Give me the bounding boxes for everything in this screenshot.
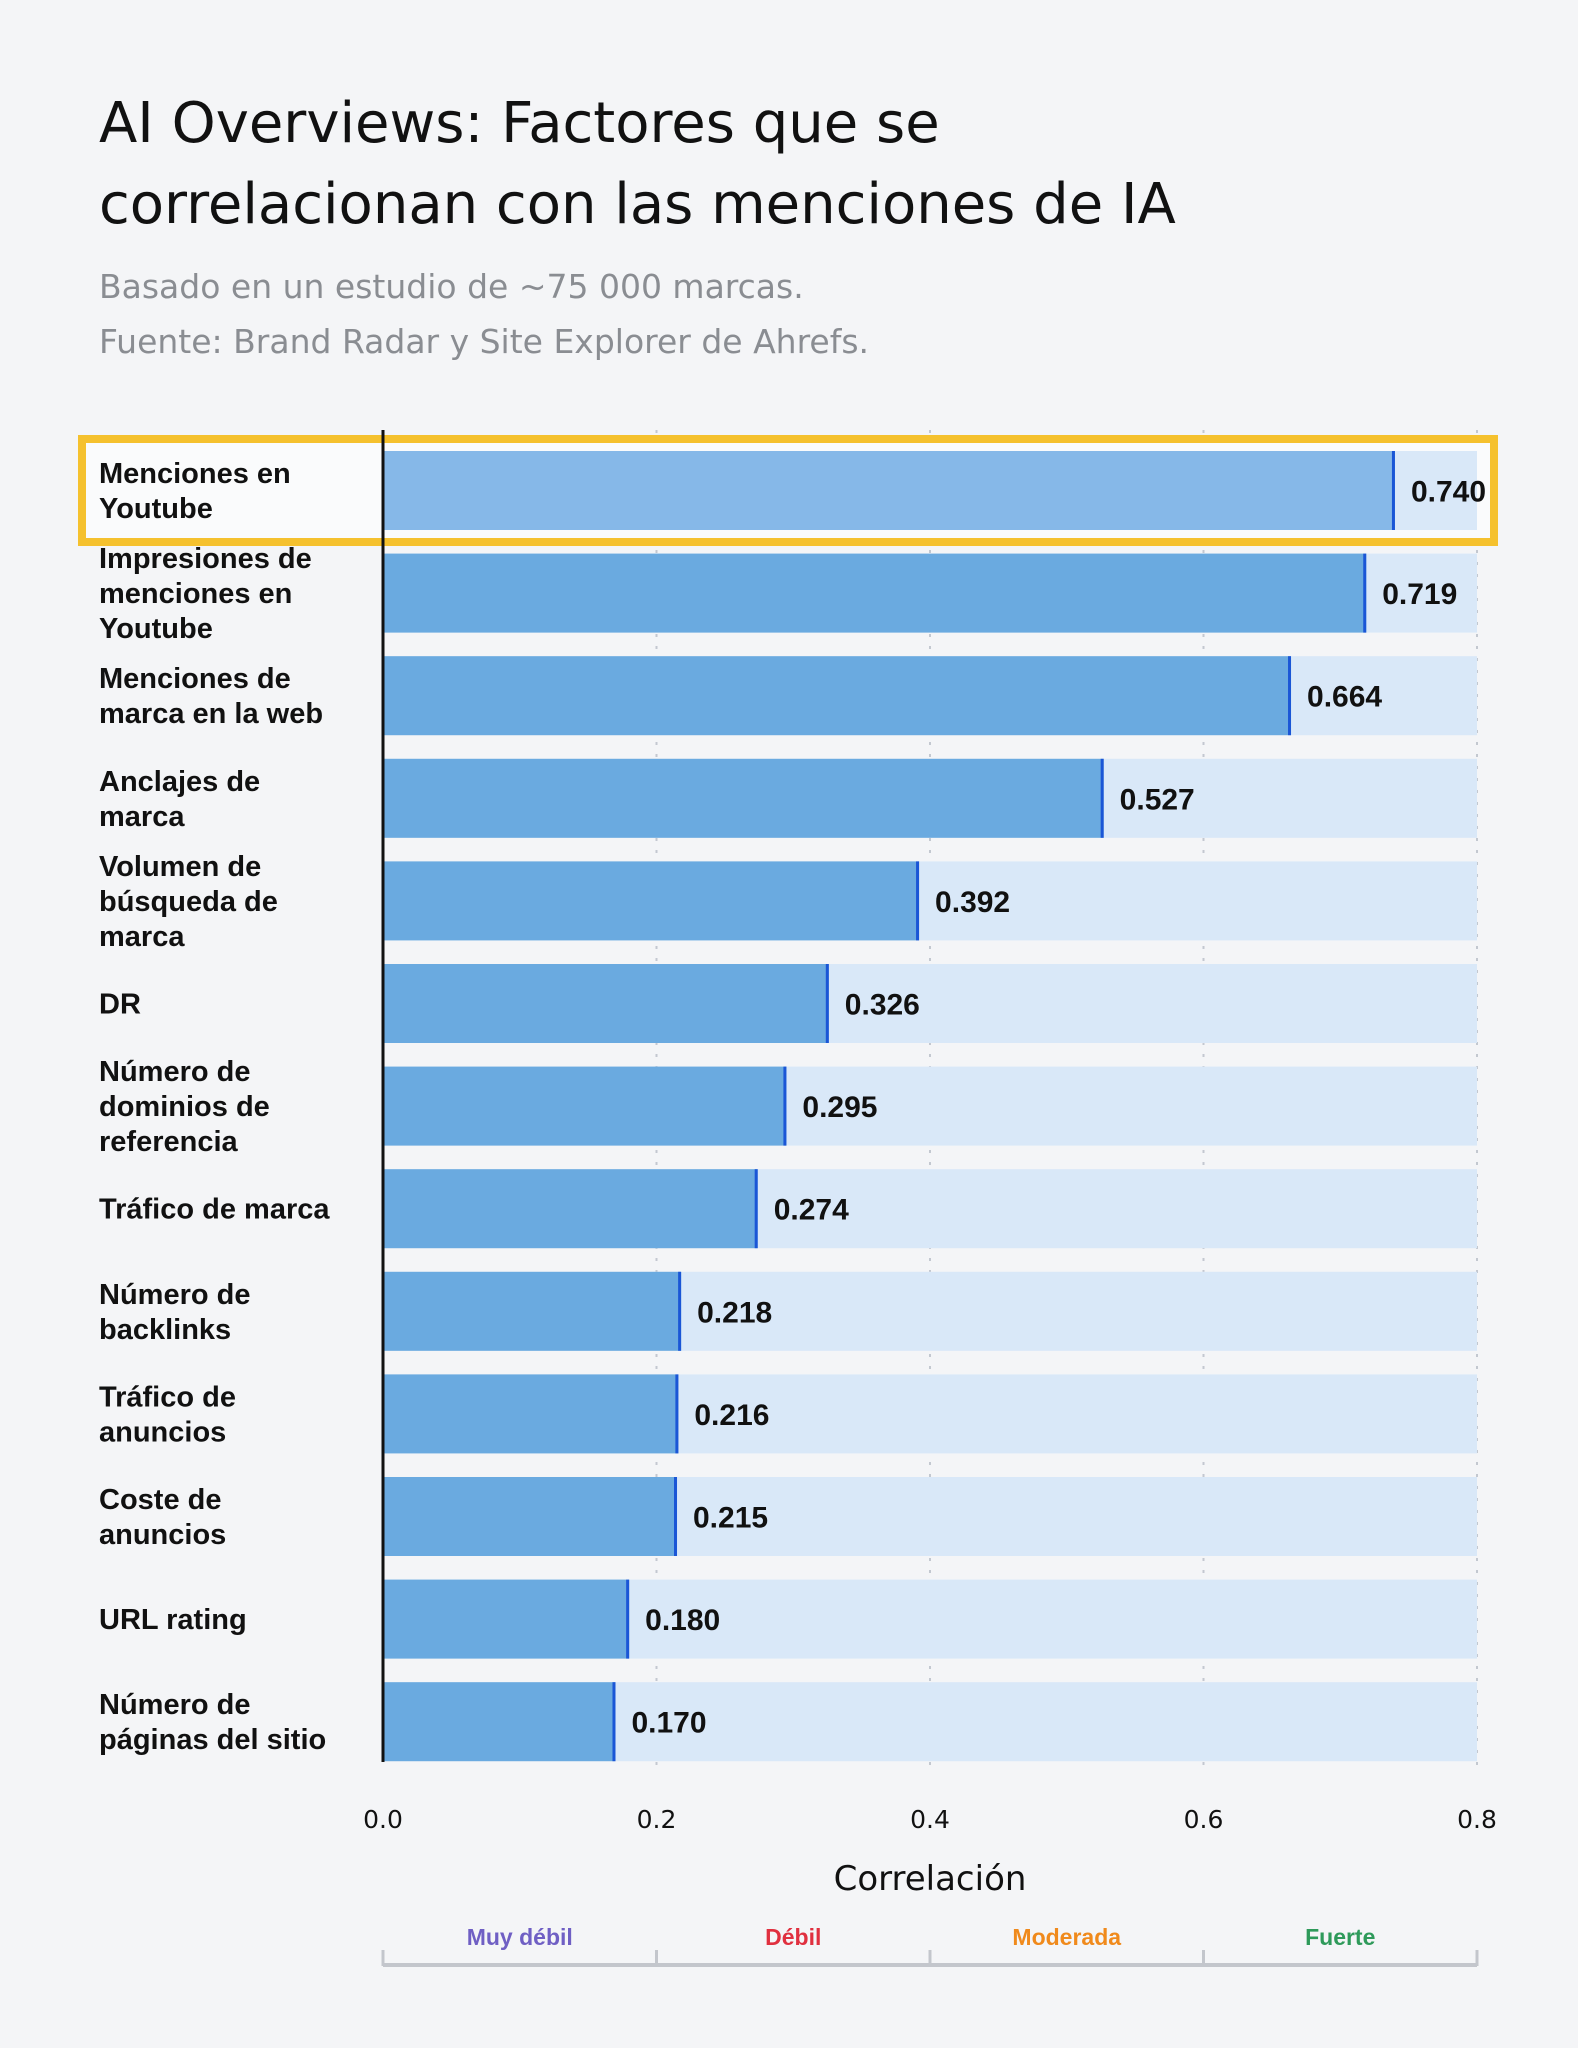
- x-tick-label: 0.0: [363, 1805, 403, 1834]
- x-axis-title: Correlación: [834, 1859, 1027, 1899]
- bar-end-marker: [916, 861, 920, 941]
- bar: [383, 553, 1367, 633]
- value-label: 0.326: [845, 989, 920, 1022]
- bar-end-marker: [1363, 553, 1367, 633]
- bar: [383, 861, 920, 941]
- bar-end-marker: [626, 1579, 630, 1659]
- category-label: marca: [99, 801, 185, 833]
- value-label: 0.719: [1382, 578, 1457, 611]
- category-label: URL rating: [99, 1604, 247, 1636]
- bar: [383, 964, 829, 1043]
- bar-end-marker: [612, 1682, 616, 1762]
- bar-end-marker: [674, 1477, 678, 1556]
- bar-end-marker: [678, 1271, 682, 1351]
- bar: [383, 758, 1104, 838]
- bar: [383, 1271, 682, 1351]
- value-label: 0.216: [694, 1399, 769, 1432]
- category-label: Tráfico de marca: [99, 1194, 330, 1226]
- category-label: Youtube: [99, 493, 213, 525]
- category-label: Número de: [99, 1056, 250, 1088]
- category-label: Menciones de: [99, 663, 291, 695]
- value-label: 0.527: [1120, 783, 1195, 816]
- category-label: Coste de: [99, 1484, 221, 1516]
- category-label: Número de: [99, 1279, 250, 1311]
- bar-end-marker: [783, 1066, 787, 1146]
- category-label: anuncios: [99, 1519, 226, 1551]
- bar-end-marker: [1391, 451, 1395, 530]
- chart-title: correlacionan con las menciones de IA: [99, 172, 1176, 237]
- value-label: 0.295: [802, 1091, 877, 1124]
- category-label: Anclajes de: [99, 766, 260, 798]
- value-label: 0.392: [935, 886, 1010, 919]
- band-label: Fuerte: [1305, 1924, 1375, 1950]
- value-label: 0.740: [1411, 476, 1486, 509]
- value-label: 0.274: [774, 1194, 849, 1227]
- category-label: Menciones en: [99, 458, 291, 490]
- bar: [383, 1066, 787, 1146]
- category-label: dominios de: [99, 1091, 270, 1123]
- x-tick-label: 0.2: [637, 1805, 677, 1834]
- category-label: marca en la web: [99, 698, 323, 730]
- category-label: Youtube: [99, 613, 213, 645]
- x-tick-label: 0.8: [1457, 1805, 1497, 1834]
- bar-end-marker: [825, 964, 829, 1043]
- bar: [383, 1579, 630, 1659]
- bar: [383, 451, 1395, 530]
- chart-subtitle: Basado en un estudio de ~75 000 marcas.: [99, 267, 804, 306]
- category-label: anuncios: [99, 1416, 226, 1448]
- bar: [383, 1169, 758, 1249]
- category-label: páginas del sitio: [99, 1724, 326, 1756]
- band-label: Muy débil: [467, 1924, 573, 1950]
- category-label: Número de: [99, 1689, 250, 1721]
- category-label: DR: [99, 989, 141, 1021]
- bar-end-marker: [754, 1169, 758, 1249]
- bar: [383, 1374, 679, 1454]
- category-label: marca: [99, 921, 185, 953]
- bar: [383, 656, 1292, 736]
- x-tick-label: 0.4: [910, 1805, 950, 1834]
- band-label: Débil: [765, 1924, 821, 1950]
- chart-subtitle: Fuente: Brand Radar y Site Explorer de A…: [99, 322, 869, 361]
- category-label: Impresiones de: [99, 543, 312, 575]
- chart-title: AI Overviews: Factores que se: [99, 91, 940, 156]
- category-label: referencia: [99, 1126, 239, 1158]
- highlight-box: [78, 435, 1498, 546]
- bar: [383, 1682, 616, 1762]
- category-label: menciones en: [99, 578, 292, 610]
- category-label: Tráfico de: [99, 1381, 236, 1413]
- bar: [383, 1477, 678, 1556]
- category-label: backlinks: [99, 1314, 231, 1346]
- value-label: 0.218: [697, 1296, 772, 1329]
- value-label: 0.180: [645, 1604, 720, 1637]
- value-label: 0.170: [631, 1707, 706, 1740]
- category-label: Volumen de: [99, 851, 261, 883]
- value-label: 0.664: [1307, 681, 1382, 714]
- category-label: búsqueda de: [99, 886, 278, 918]
- bar-end-marker: [1100, 758, 1104, 838]
- x-tick-label: 0.6: [1184, 1805, 1224, 1834]
- band-label: Moderada: [1012, 1924, 1121, 1950]
- bar-end-marker: [1288, 656, 1292, 736]
- value-label: 0.215: [693, 1502, 768, 1535]
- bar-end-marker: [675, 1374, 679, 1454]
